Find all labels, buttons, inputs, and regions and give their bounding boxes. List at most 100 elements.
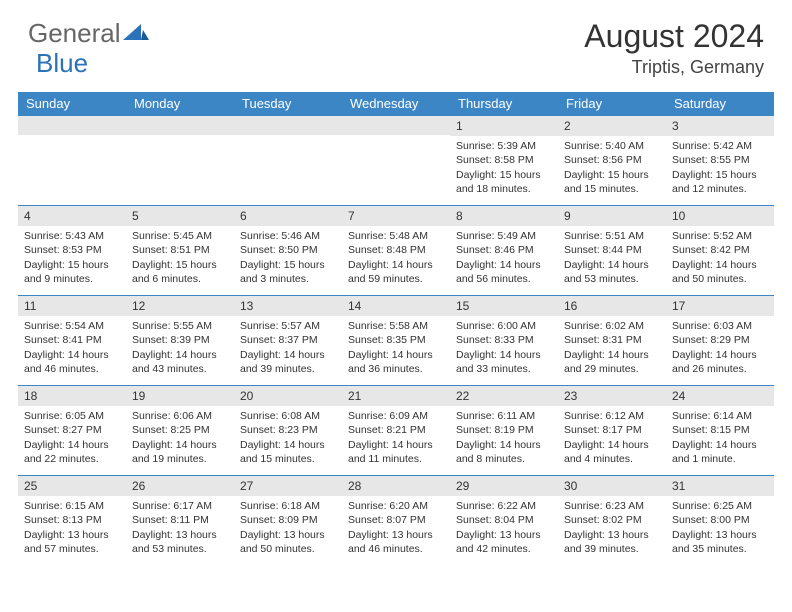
sunrise-line: Sunrise: 5:46 AM: [240, 229, 336, 243]
daylight-line: Daylight: 14 hours and 22 minutes.: [24, 438, 120, 466]
daylight-line: Daylight: 14 hours and 4 minutes.: [564, 438, 660, 466]
daylight-line: Daylight: 14 hours and 36 minutes.: [348, 348, 444, 376]
calendar-body: 1Sunrise: 5:39 AMSunset: 8:58 PMDaylight…: [18, 115, 774, 565]
sunrise-line: Sunrise: 6:03 AM: [672, 319, 768, 333]
calendar-day: 10Sunrise: 5:52 AMSunset: 8:42 PMDayligh…: [666, 205, 774, 295]
calendar-day: 11Sunrise: 5:54 AMSunset: 8:41 PMDayligh…: [18, 295, 126, 385]
sunrise-line: Sunrise: 6:00 AM: [456, 319, 552, 333]
sunset-line: Sunset: 8:23 PM: [240, 423, 336, 437]
weekday-header: Thursday: [450, 92, 558, 115]
calendar-day: 4Sunrise: 5:43 AMSunset: 8:53 PMDaylight…: [18, 205, 126, 295]
sunrise-line: Sunrise: 6:25 AM: [672, 499, 768, 513]
daylight-line: Daylight: 14 hours and 33 minutes.: [456, 348, 552, 376]
sunset-line: Sunset: 8:29 PM: [672, 333, 768, 347]
calendar-row: 1Sunrise: 5:39 AMSunset: 8:58 PMDaylight…: [18, 115, 774, 205]
sunrise-line: Sunrise: 6:15 AM: [24, 499, 120, 513]
day-number: 10: [666, 205, 774, 226]
calendar-day: 3Sunrise: 5:42 AMSunset: 8:55 PMDaylight…: [666, 115, 774, 205]
daylight-line: Daylight: 13 hours and 57 minutes.: [24, 528, 120, 556]
sunset-line: Sunset: 8:15 PM: [672, 423, 768, 437]
calendar-day: 18Sunrise: 6:05 AMSunset: 8:27 PMDayligh…: [18, 385, 126, 475]
daylight-line: Daylight: 14 hours and 46 minutes.: [24, 348, 120, 376]
daylight-line: Daylight: 15 hours and 18 minutes.: [456, 168, 552, 196]
day-number: 13: [234, 295, 342, 316]
calendar-day: 12Sunrise: 5:55 AMSunset: 8:39 PMDayligh…: [126, 295, 234, 385]
title-block: August 2024 Triptis, Germany: [584, 18, 764, 78]
brand-triangle-icon: [123, 18, 149, 49]
calendar-day: 13Sunrise: 5:57 AMSunset: 8:37 PMDayligh…: [234, 295, 342, 385]
day-details: Sunrise: 5:52 AMSunset: 8:42 PMDaylight:…: [666, 226, 774, 290]
sunrise-line: Sunrise: 6:06 AM: [132, 409, 228, 423]
sunset-line: Sunset: 8:04 PM: [456, 513, 552, 527]
day-details: Sunrise: 6:00 AMSunset: 8:33 PMDaylight:…: [450, 316, 558, 380]
sunrise-line: Sunrise: 6:20 AM: [348, 499, 444, 513]
day-details: Sunrise: 5:54 AMSunset: 8:41 PMDaylight:…: [18, 316, 126, 380]
day-number: 17: [666, 295, 774, 316]
calendar-empty: [18, 115, 126, 205]
daylight-line: Daylight: 13 hours and 42 minutes.: [456, 528, 552, 556]
sunset-line: Sunset: 8:37 PM: [240, 333, 336, 347]
daylight-line: Daylight: 14 hours and 19 minutes.: [132, 438, 228, 466]
calendar-day: 25Sunrise: 6:15 AMSunset: 8:13 PMDayligh…: [18, 475, 126, 565]
daylight-line: Daylight: 13 hours and 39 minutes.: [564, 528, 660, 556]
day-number: 23: [558, 385, 666, 406]
day-details: Sunrise: 6:06 AMSunset: 8:25 PMDaylight:…: [126, 406, 234, 470]
daylight-line: Daylight: 14 hours and 15 minutes.: [240, 438, 336, 466]
daylight-line: Daylight: 14 hours and 39 minutes.: [240, 348, 336, 376]
sunset-line: Sunset: 8:09 PM: [240, 513, 336, 527]
calendar-day: 20Sunrise: 6:08 AMSunset: 8:23 PMDayligh…: [234, 385, 342, 475]
calendar-day: 7Sunrise: 5:48 AMSunset: 8:48 PMDaylight…: [342, 205, 450, 295]
calendar-day: 6Sunrise: 5:46 AMSunset: 8:50 PMDaylight…: [234, 205, 342, 295]
daylight-line: Daylight: 14 hours and 26 minutes.: [672, 348, 768, 376]
brand-blue-wrap: Blue: [36, 48, 88, 79]
day-number: 16: [558, 295, 666, 316]
sunset-line: Sunset: 8:56 PM: [564, 153, 660, 167]
brand-logo: General: [28, 18, 149, 49]
day-details: Sunrise: 5:49 AMSunset: 8:46 PMDaylight:…: [450, 226, 558, 290]
sunrise-line: Sunrise: 6:23 AM: [564, 499, 660, 513]
empty-daybar: [18, 115, 126, 135]
day-number: 15: [450, 295, 558, 316]
weekday-header: Wednesday: [342, 92, 450, 115]
day-number: 3: [666, 115, 774, 136]
brand-blue: Blue: [36, 48, 88, 79]
day-details: Sunrise: 6:11 AMSunset: 8:19 PMDaylight:…: [450, 406, 558, 470]
weekday-header: Saturday: [666, 92, 774, 115]
day-number: 2: [558, 115, 666, 136]
daylight-line: Daylight: 15 hours and 6 minutes.: [132, 258, 228, 286]
day-details: Sunrise: 6:25 AMSunset: 8:00 PMDaylight:…: [666, 496, 774, 560]
location-label: Triptis, Germany: [584, 57, 764, 78]
day-details: Sunrise: 5:42 AMSunset: 8:55 PMDaylight:…: [666, 136, 774, 200]
sunrise-line: Sunrise: 5:42 AM: [672, 139, 768, 153]
sunset-line: Sunset: 8:11 PM: [132, 513, 228, 527]
calendar-day: 5Sunrise: 5:45 AMSunset: 8:51 PMDaylight…: [126, 205, 234, 295]
day-details: Sunrise: 5:46 AMSunset: 8:50 PMDaylight:…: [234, 226, 342, 290]
day-details: Sunrise: 5:40 AMSunset: 8:56 PMDaylight:…: [558, 136, 666, 200]
day-details: Sunrise: 6:02 AMSunset: 8:31 PMDaylight:…: [558, 316, 666, 380]
day-number: 9: [558, 205, 666, 226]
sunset-line: Sunset: 8:51 PM: [132, 243, 228, 257]
sunrise-line: Sunrise: 5:49 AM: [456, 229, 552, 243]
sunset-line: Sunset: 8:48 PM: [348, 243, 444, 257]
sunset-line: Sunset: 8:33 PM: [456, 333, 552, 347]
daylight-line: Daylight: 14 hours and 29 minutes.: [564, 348, 660, 376]
sunset-line: Sunset: 8:41 PM: [24, 333, 120, 347]
day-details: Sunrise: 6:18 AMSunset: 8:09 PMDaylight:…: [234, 496, 342, 560]
day-details: Sunrise: 6:12 AMSunset: 8:17 PMDaylight:…: [558, 406, 666, 470]
sunset-line: Sunset: 8:07 PM: [348, 513, 444, 527]
calendar-row: 11Sunrise: 5:54 AMSunset: 8:41 PMDayligh…: [18, 295, 774, 385]
day-details: Sunrise: 5:39 AMSunset: 8:58 PMDaylight:…: [450, 136, 558, 200]
daylight-line: Daylight: 14 hours and 11 minutes.: [348, 438, 444, 466]
sunset-line: Sunset: 8:13 PM: [24, 513, 120, 527]
sunset-line: Sunset: 8:35 PM: [348, 333, 444, 347]
day-number: 7: [342, 205, 450, 226]
day-number: 21: [342, 385, 450, 406]
calendar-day: 27Sunrise: 6:18 AMSunset: 8:09 PMDayligh…: [234, 475, 342, 565]
day-number: 20: [234, 385, 342, 406]
day-number: 11: [18, 295, 126, 316]
sunset-line: Sunset: 8:46 PM: [456, 243, 552, 257]
month-title: August 2024: [584, 18, 764, 55]
daylight-line: Daylight: 15 hours and 12 minutes.: [672, 168, 768, 196]
calendar-day: 30Sunrise: 6:23 AMSunset: 8:02 PMDayligh…: [558, 475, 666, 565]
sunset-line: Sunset: 8:55 PM: [672, 153, 768, 167]
